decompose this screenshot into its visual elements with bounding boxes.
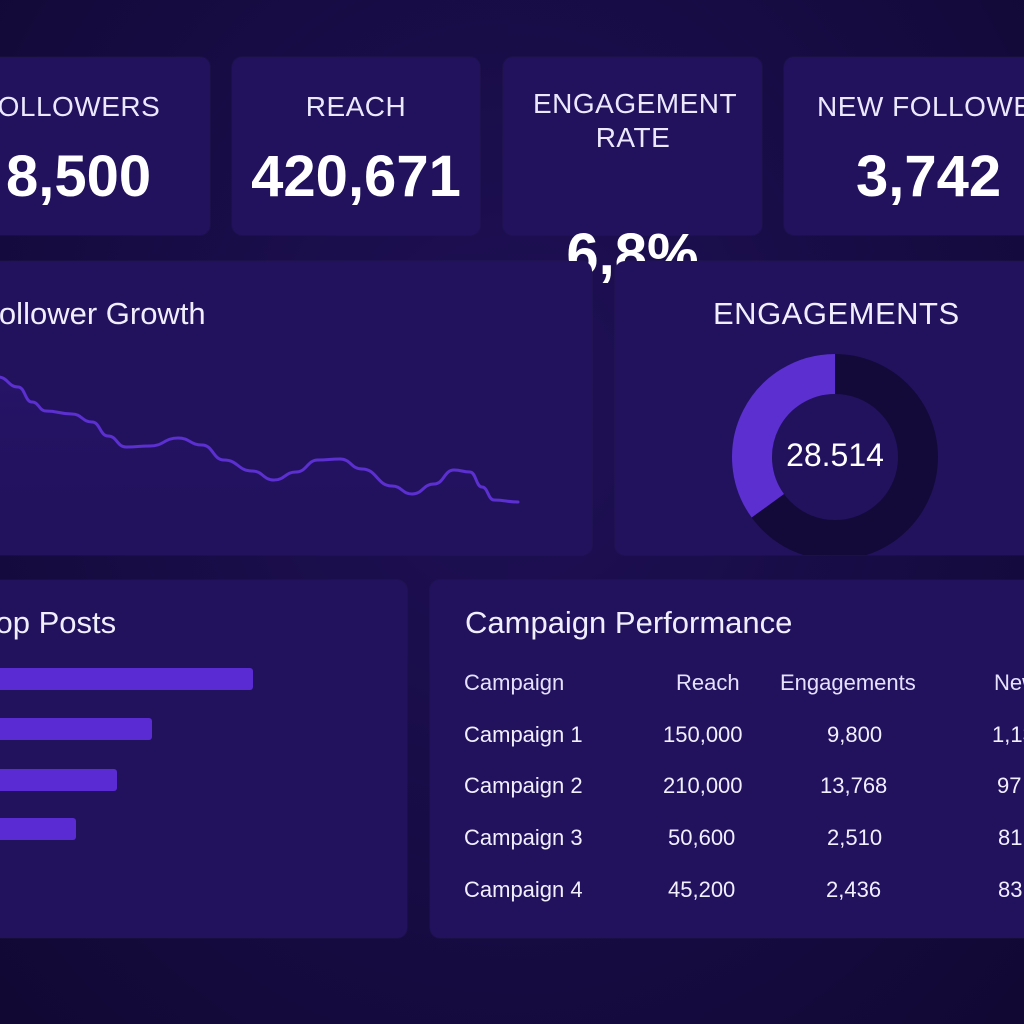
table-cell: Campaign 3 [464,825,583,850]
top-post-bar [0,668,253,690]
kpi-label: ENGAGEMENT RATE [533,88,738,153]
table-cell: 97 [997,773,1022,798]
kpi-card-reach: REACH 420,671 [232,57,480,235]
table-cell: Campaign 1 [464,722,583,747]
card-title: ENGAGEMENTS [713,296,960,331]
follower-growth-chart [0,375,520,527]
donut-fill [732,354,836,518]
table-cell: 83 [998,877,1023,902]
column-header: Campaign [464,670,565,695]
top-post-bar [0,818,76,840]
card-title: Campaign Performance [465,605,793,640]
kpi-card-followers: FOLLOWERS 8,500 [0,57,210,235]
column-header: New Followers [994,670,1024,695]
card-title: Top Posts [0,605,117,640]
kpi-label: FOLLOWERS [0,91,161,122]
card-title: Follower Growth [0,296,206,331]
growth-area [0,377,518,527]
kpi-label: REACH [305,91,407,122]
table-cell: Campaign 4 [464,877,583,902]
engagements-card: ENGAGEMENTS 28.514 [615,261,1024,555]
table-cell: 9,800 [827,722,883,747]
table-cell: 210,000 [663,773,743,798]
follower-growth-card: Follower Growth [0,261,592,555]
kpi-card-new-followers: NEW FOLLOWERS 3,742 [784,57,1024,235]
growth-line [0,375,520,504]
column-header: Engagements [780,670,916,695]
column-header: Reach [676,670,740,695]
kpi-value: 3,742 [856,144,1002,209]
kpi-value: 420,671 [251,144,461,209]
table-cell: 2,436 [826,877,882,902]
kpi-card-engagement-rate: ENGAGEMENT RATE 6,8% [503,57,762,287]
top-post-bar [0,718,152,740]
campaign-performance-card: Campaign Performance Campaign Reach Enga… [430,580,1024,938]
table-cell: Campaign 2 [464,773,583,798]
table-cell: 45,200 [668,877,736,902]
engagements-total: 28.514 [786,437,884,473]
engagements-donut [732,354,938,555]
top-post-bar [0,769,117,791]
table-cell: 2,510 [827,825,883,850]
table-cell: 1,13 [992,722,1024,747]
table-cell: 13,768 [820,773,888,798]
table-cell: 150,000 [663,722,743,747]
table-cell: 50,600 [668,825,736,850]
kpi-label: NEW FOLLOWERS [817,91,1024,122]
top-posts-card: Top Posts [0,580,407,938]
table-cell: 81 [998,825,1023,850]
kpi-value: 8,500 [6,144,152,209]
